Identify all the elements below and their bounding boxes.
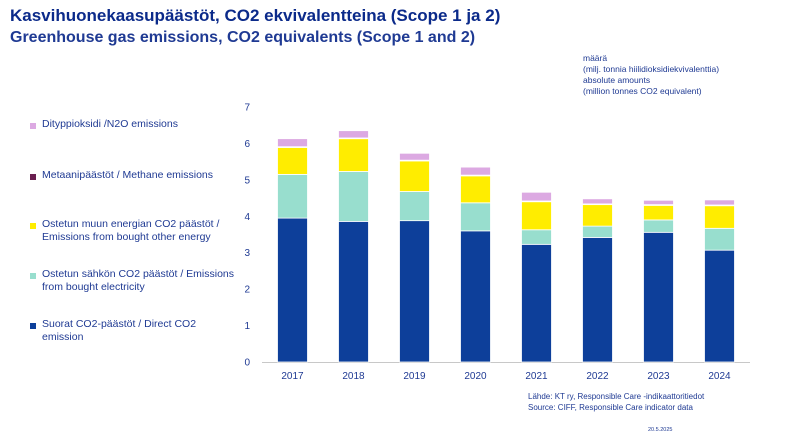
bar-segment [643,231,674,363]
bar-segment [521,243,552,363]
y-tick-label: 1 [244,321,250,332]
x-tick-label: 2020 [464,371,487,382]
bar-segment [460,175,491,204]
bar-segment [277,138,308,148]
legend-item: Ostetun muun energian CO2 päästöt / Emis… [30,218,240,243]
bar-segment [643,199,674,206]
legend-swatch [30,223,36,229]
bar-segment [643,219,674,233]
source-line: Source: CIFF, Responsible Care indicator… [528,403,693,412]
bar-segment [643,204,674,221]
x-tick-label: 2024 [708,371,731,382]
bar-segment [399,191,430,222]
bar-segment [582,198,613,205]
chart-subtitle: Greenhouse gas emissions, CO2 equivalent… [10,29,476,46]
bar-segment [521,191,552,202]
legend-label: Metaanipäästöt / Methane emissions [42,169,214,181]
bar-segment [338,130,369,139]
bar-segment [277,173,308,219]
x-tick-label: 2021 [525,371,548,382]
y-tick-label: 2 [244,285,250,296]
y-tick-label: 0 [244,358,250,369]
unit-note-line: absolute amounts [583,75,651,85]
bar-segment [399,220,430,363]
bar-segment [582,225,613,238]
legend-item: Suorat CO2-päästöt / Direct CO2 emission [30,318,240,343]
bar-segment [460,230,491,363]
legend-label: Ostetun sähkön CO2 päästöt / Emissions f… [42,268,235,293]
unit-note-line: määrä [583,53,608,63]
legend-label: Ostetun muun energian CO2 päästöt / Emis… [42,218,220,243]
unit-note: määrä (milj. tonnia hiilidioksidiekvival… [583,53,719,97]
bar-segment [704,227,735,251]
bar-segment [460,202,491,232]
x-tick-label: 2022 [586,371,609,382]
legend-item: Ostetun sähkön CO2 päästöt / Emissions f… [30,268,240,293]
bar-segment [704,249,735,363]
date-stamp: 20.5.2025 [648,427,673,433]
y-tick-label: 5 [244,175,250,186]
y-tick-label: 3 [244,248,250,259]
x-tick-label: 2018 [342,371,365,382]
legend-swatch [30,273,36,279]
x-tick-label: 2023 [647,371,670,382]
bar-segment [338,171,369,222]
bar-segment [521,201,552,231]
legend-item: Dityppioksidi /N2O emissions [30,118,240,131]
y-tick-label: 7 [244,103,250,114]
y-tick-label: 6 [244,139,250,150]
unit-note-line: (milj. tonnia hiilidioksidiekvivalenttia… [583,64,720,74]
x-tick-label: 2017 [281,371,304,382]
legend-label: Suorat CO2-päästöt / Direct CO2 emission [42,318,197,343]
bar-segment [460,166,491,176]
bar-segment [399,152,430,161]
bar-segment [277,147,308,175]
bar-segment [704,205,735,229]
legend-swatch [30,123,36,129]
bar-segment [338,220,369,363]
bar-segment [704,199,735,206]
chart-title: Kasvihuonekaasupäästöt, CO2 ekvivalentte… [10,6,501,25]
bar-segment [582,204,613,227]
legend-label: Dityppioksidi /N2O emissions [42,118,178,130]
x-tick-label: 2019 [403,371,426,382]
source-line: Lähde: KT ry, Responsible Care -indikaat… [528,392,705,401]
bar-segment [338,138,369,172]
bar-segment [277,217,308,363]
bar-segment [399,160,430,192]
bar-segment [582,237,613,363]
y-tick-label: 4 [244,212,250,223]
legend-swatch [30,323,36,329]
source-note: Lähde: KT ry, Responsible Care -indikaat… [528,391,704,413]
bar-segment [521,229,552,245]
unit-note-line: (million tonnes CO2 equivalent) [583,86,702,96]
legend-swatch [30,174,36,180]
legend-item: Metaanipäästöt / Methane emissions [30,169,240,182]
